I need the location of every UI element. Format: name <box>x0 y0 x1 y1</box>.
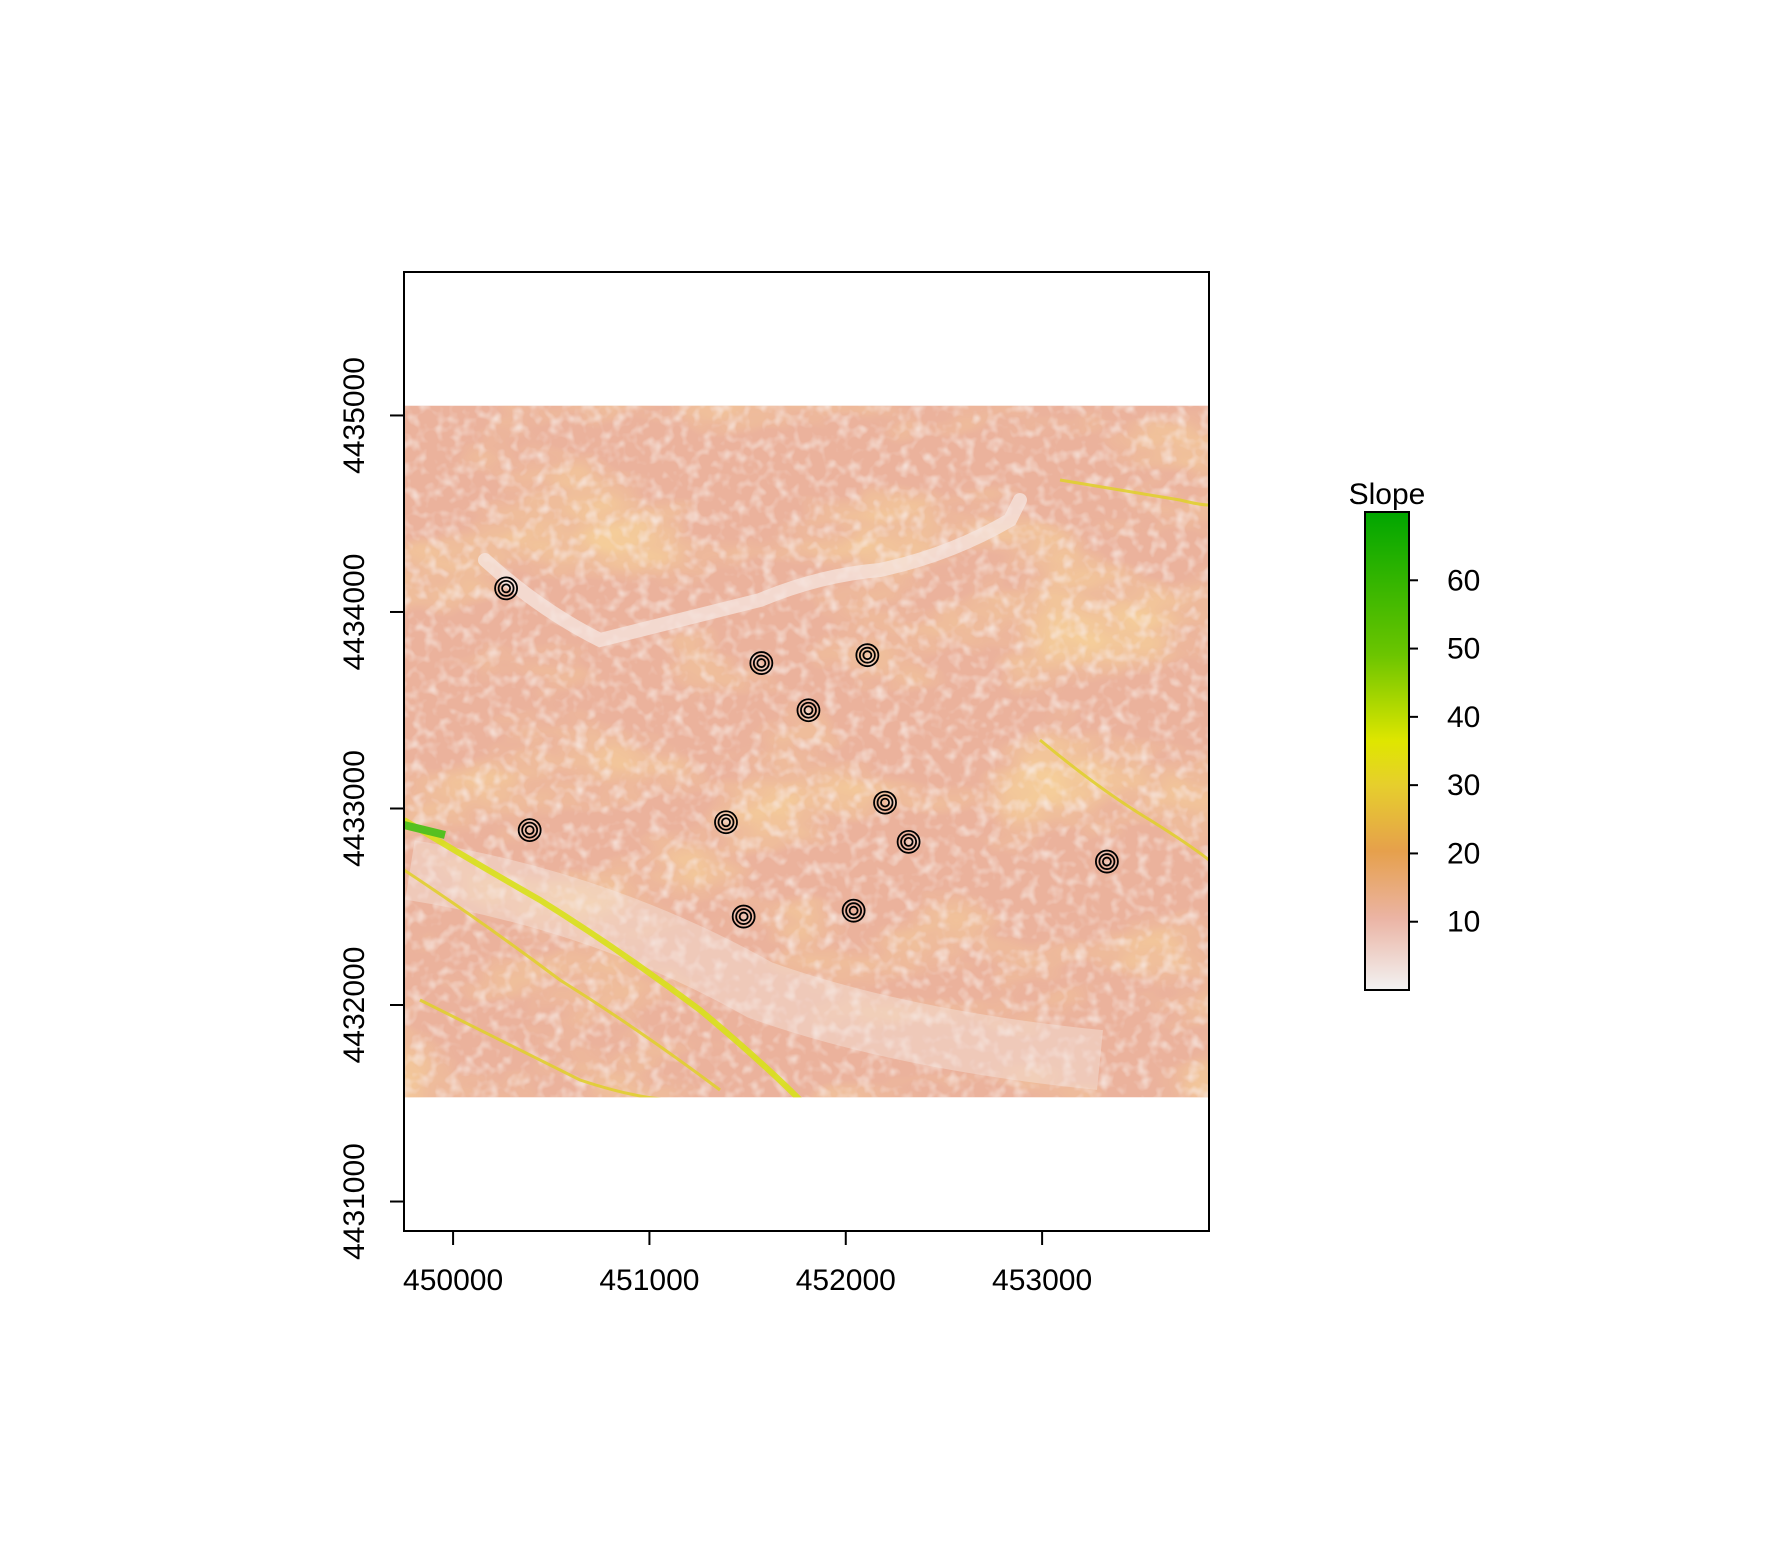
point-ring <box>903 836 914 847</box>
point-ring <box>749 651 774 675</box>
y-tick-label: 4431000 <box>338 1143 371 1260</box>
point-ring <box>800 701 817 719</box>
point-ring <box>803 705 814 716</box>
sample-point <box>749 651 774 675</box>
x-tick-label: 450000 <box>403 1264 503 1297</box>
point-ring <box>735 908 753 925</box>
legend-tick-label: 20 <box>1447 837 1480 870</box>
point-ring <box>501 583 511 594</box>
sample-point <box>896 829 921 854</box>
steep-slope-streak <box>1039 738 1209 862</box>
steep-slope-streak <box>404 817 802 1098</box>
point-ring <box>900 833 917 851</box>
ridge-crest <box>478 493 1027 648</box>
point-ring <box>848 905 859 916</box>
point-ring <box>896 829 921 854</box>
y-tick-label: 4434000 <box>338 554 371 671</box>
point-ring <box>714 810 738 835</box>
steep-slope-streak <box>404 868 721 1092</box>
point-ring <box>880 797 890 808</box>
x-tick-label: 451000 <box>599 1264 699 1297</box>
sample-points <box>494 576 1119 929</box>
sample-point <box>873 790 897 815</box>
legend-tick-label: 60 <box>1447 564 1480 597</box>
point-ring <box>873 790 897 815</box>
point-ring <box>855 643 880 668</box>
point-ring <box>1098 853 1116 870</box>
sample-point <box>1095 849 1119 874</box>
plot-area <box>404 405 1209 1098</box>
x-tick-label: 452000 <box>796 1264 896 1297</box>
point-ring <box>752 654 770 672</box>
legend-title: Slope <box>1349 478 1426 511</box>
point-ring <box>1102 856 1112 867</box>
sample-point <box>796 698 821 723</box>
steep-slope-streak <box>1059 478 1209 507</box>
slope-raster <box>404 405 1209 1098</box>
point-ring <box>862 650 873 661</box>
point-ring <box>721 817 731 828</box>
steep-slope-streak <box>419 998 661 1098</box>
slope-legend: Slope 10 20 30 40 50 60 <box>1349 478 1480 991</box>
point-ring <box>858 646 876 664</box>
point-ring <box>756 658 767 668</box>
sample-point <box>494 576 518 601</box>
point-ring <box>731 904 756 929</box>
y-tick-label: 4433000 <box>338 750 371 867</box>
x-tick-label: 453000 <box>992 1264 1092 1297</box>
steep-slope-green <box>404 821 446 839</box>
point-ring <box>524 825 535 836</box>
point-ring <box>738 911 749 922</box>
point-ring <box>1095 849 1119 874</box>
sample-point <box>855 643 880 668</box>
point-ring <box>521 821 539 839</box>
legend-tick-label: 50 <box>1447 633 1480 666</box>
sample-point <box>731 904 756 929</box>
point-ring <box>841 898 866 923</box>
point-ring <box>717 813 735 831</box>
point-ring <box>497 579 515 597</box>
sample-point <box>841 898 866 923</box>
legend-tick-label: 10 <box>1447 906 1480 939</box>
sample-point <box>517 818 542 843</box>
raster-texture <box>404 405 1209 1098</box>
legend-tick-label: 30 <box>1447 769 1480 802</box>
axes: 450000 451000 452000 453000 4431000 4432000 44… <box>338 271 1210 1297</box>
legend-tick-label: 40 <box>1447 701 1480 734</box>
point-ring <box>517 818 542 843</box>
sample-point <box>714 810 738 835</box>
y-tick-label: 4432000 <box>338 947 371 1064</box>
y-tick-label: 4435000 <box>338 357 371 474</box>
point-ring <box>876 794 894 811</box>
point-ring <box>845 902 863 920</box>
legend-colorbar <box>1364 511 1410 991</box>
point-ring <box>796 698 821 723</box>
point-ring <box>494 576 518 601</box>
